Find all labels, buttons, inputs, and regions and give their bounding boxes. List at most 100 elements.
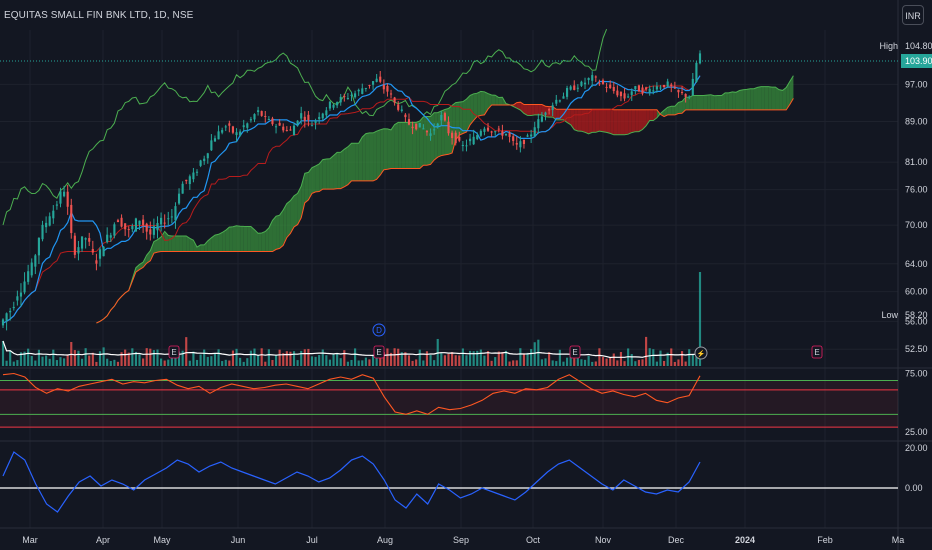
volume-bar: [120, 352, 123, 366]
candle-body: [443, 113, 446, 121]
volume-bar: [583, 359, 587, 366]
candle-body: [486, 127, 490, 131]
cloud-bullish: [355, 143, 359, 181]
candle-body: [228, 123, 231, 126]
cloud-bullish: [297, 186, 302, 225]
cloud-bearish: [638, 109, 643, 132]
cloud-bullish: [498, 97, 503, 105]
volume-bar: [19, 352, 23, 366]
currency-button[interactable]: INR: [902, 5, 924, 25]
volume-bar: [698, 272, 702, 366]
cloud-bullish: [175, 235, 180, 252]
candle-body: [23, 281, 26, 293]
cloud-bullish: [164, 231, 169, 252]
candle-body: [45, 222, 48, 228]
candle-body: [659, 87, 662, 89]
candle-body: [138, 220, 141, 225]
candle-body: [583, 82, 587, 85]
candle-body: [680, 92, 684, 94]
cloud-bullish: [179, 235, 183, 252]
candle-body: [573, 85, 576, 90]
candle-body: [361, 88, 364, 94]
cloud-bearish: [574, 109, 578, 132]
grid-lines: [0, 30, 899, 528]
volume-bar: [368, 359, 371, 366]
volume-bar: [397, 348, 400, 366]
cloud-bearish: [624, 109, 629, 135]
candle-body: [34, 255, 37, 267]
cloud-bearish: [523, 104, 528, 116]
volume-bar: [34, 360, 37, 366]
volume-bar: [84, 348, 87, 366]
volume-bar: [73, 350, 76, 366]
event-markers: [168, 323, 823, 360]
candle-body: [37, 237, 41, 256]
cloud-bearish: [620, 109, 625, 135]
candle-body: [418, 122, 421, 128]
volume-bar: [515, 360, 518, 366]
volume-bar: [605, 358, 608, 366]
high-value: 104.80: [905, 41, 932, 51]
cloud-bearish: [538, 104, 542, 115]
volume-bar: [504, 350, 508, 366]
cloud-bearish: [545, 106, 550, 118]
candle-body: [120, 217, 123, 227]
cloud-bearish: [534, 104, 539, 115]
time-axis-label: Aug: [377, 535, 393, 545]
candle-body: [303, 116, 306, 121]
cloud-bullish: [286, 200, 291, 238]
volume-bar: [224, 359, 227, 366]
candle-body: [479, 130, 482, 136]
candle-body: [364, 87, 367, 89]
chart-title: EQUITAS SMALL FIN BNK LTD, 1D, NSE: [4, 10, 194, 21]
split-marker-icon: ⚡: [697, 349, 706, 358]
candle-body: [698, 53, 702, 64]
cloud-bullish: [337, 152, 341, 189]
candle-body: [80, 236, 84, 249]
candle-body: [19, 292, 23, 297]
cloud-bullish: [667, 106, 672, 115]
candle-body: [1, 319, 5, 326]
volume-bar: [253, 348, 256, 366]
price-tick-label: 97.00: [905, 79, 928, 89]
cloud-bullish: [717, 95, 722, 110]
cloud-bullish: [304, 172, 309, 203]
cloud-bullish: [441, 109, 445, 156]
volume-bar: [185, 337, 188, 366]
candle-body: [389, 93, 393, 95]
cloud-bullish: [455, 102, 460, 141]
candle-body: [379, 76, 382, 82]
volume-bar: [30, 355, 33, 366]
candle-body: [544, 112, 547, 115]
volume-bar: [95, 361, 98, 366]
cloud-bullish: [416, 120, 420, 169]
volume-bar: [659, 350, 662, 366]
candle-body: [591, 75, 594, 81]
cloud-bullish: [656, 109, 661, 118]
volume-bar: [267, 349, 270, 366]
price-tick-label: 81.00: [905, 157, 928, 167]
volume-bar: [454, 355, 457, 366]
volume-bar: [354, 348, 357, 366]
volume-bar: [591, 361, 594, 366]
volume-bar: [447, 353, 450, 366]
volume-bar: [440, 352, 443, 366]
volume-bar: [361, 360, 364, 366]
leading-span-b: [96, 98, 794, 324]
candle-body: [422, 128, 425, 130]
volume-bar: [41, 356, 44, 366]
candle-body: [328, 101, 332, 109]
volume-bar: [486, 351, 490, 366]
cloud-bearish: [628, 109, 632, 135]
volume-bar: [458, 355, 461, 366]
volume-bar: [142, 358, 145, 366]
volume-bar: [461, 348, 464, 366]
volume-bar: [63, 358, 66, 366]
cloud-bullish: [146, 250, 151, 264]
cloud-bullish: [789, 75, 794, 105]
volume-bar: [5, 360, 8, 366]
cloud-bullish: [143, 255, 147, 268]
oscillator-line: [2, 451, 701, 513]
volume-bar: [594, 361, 597, 366]
